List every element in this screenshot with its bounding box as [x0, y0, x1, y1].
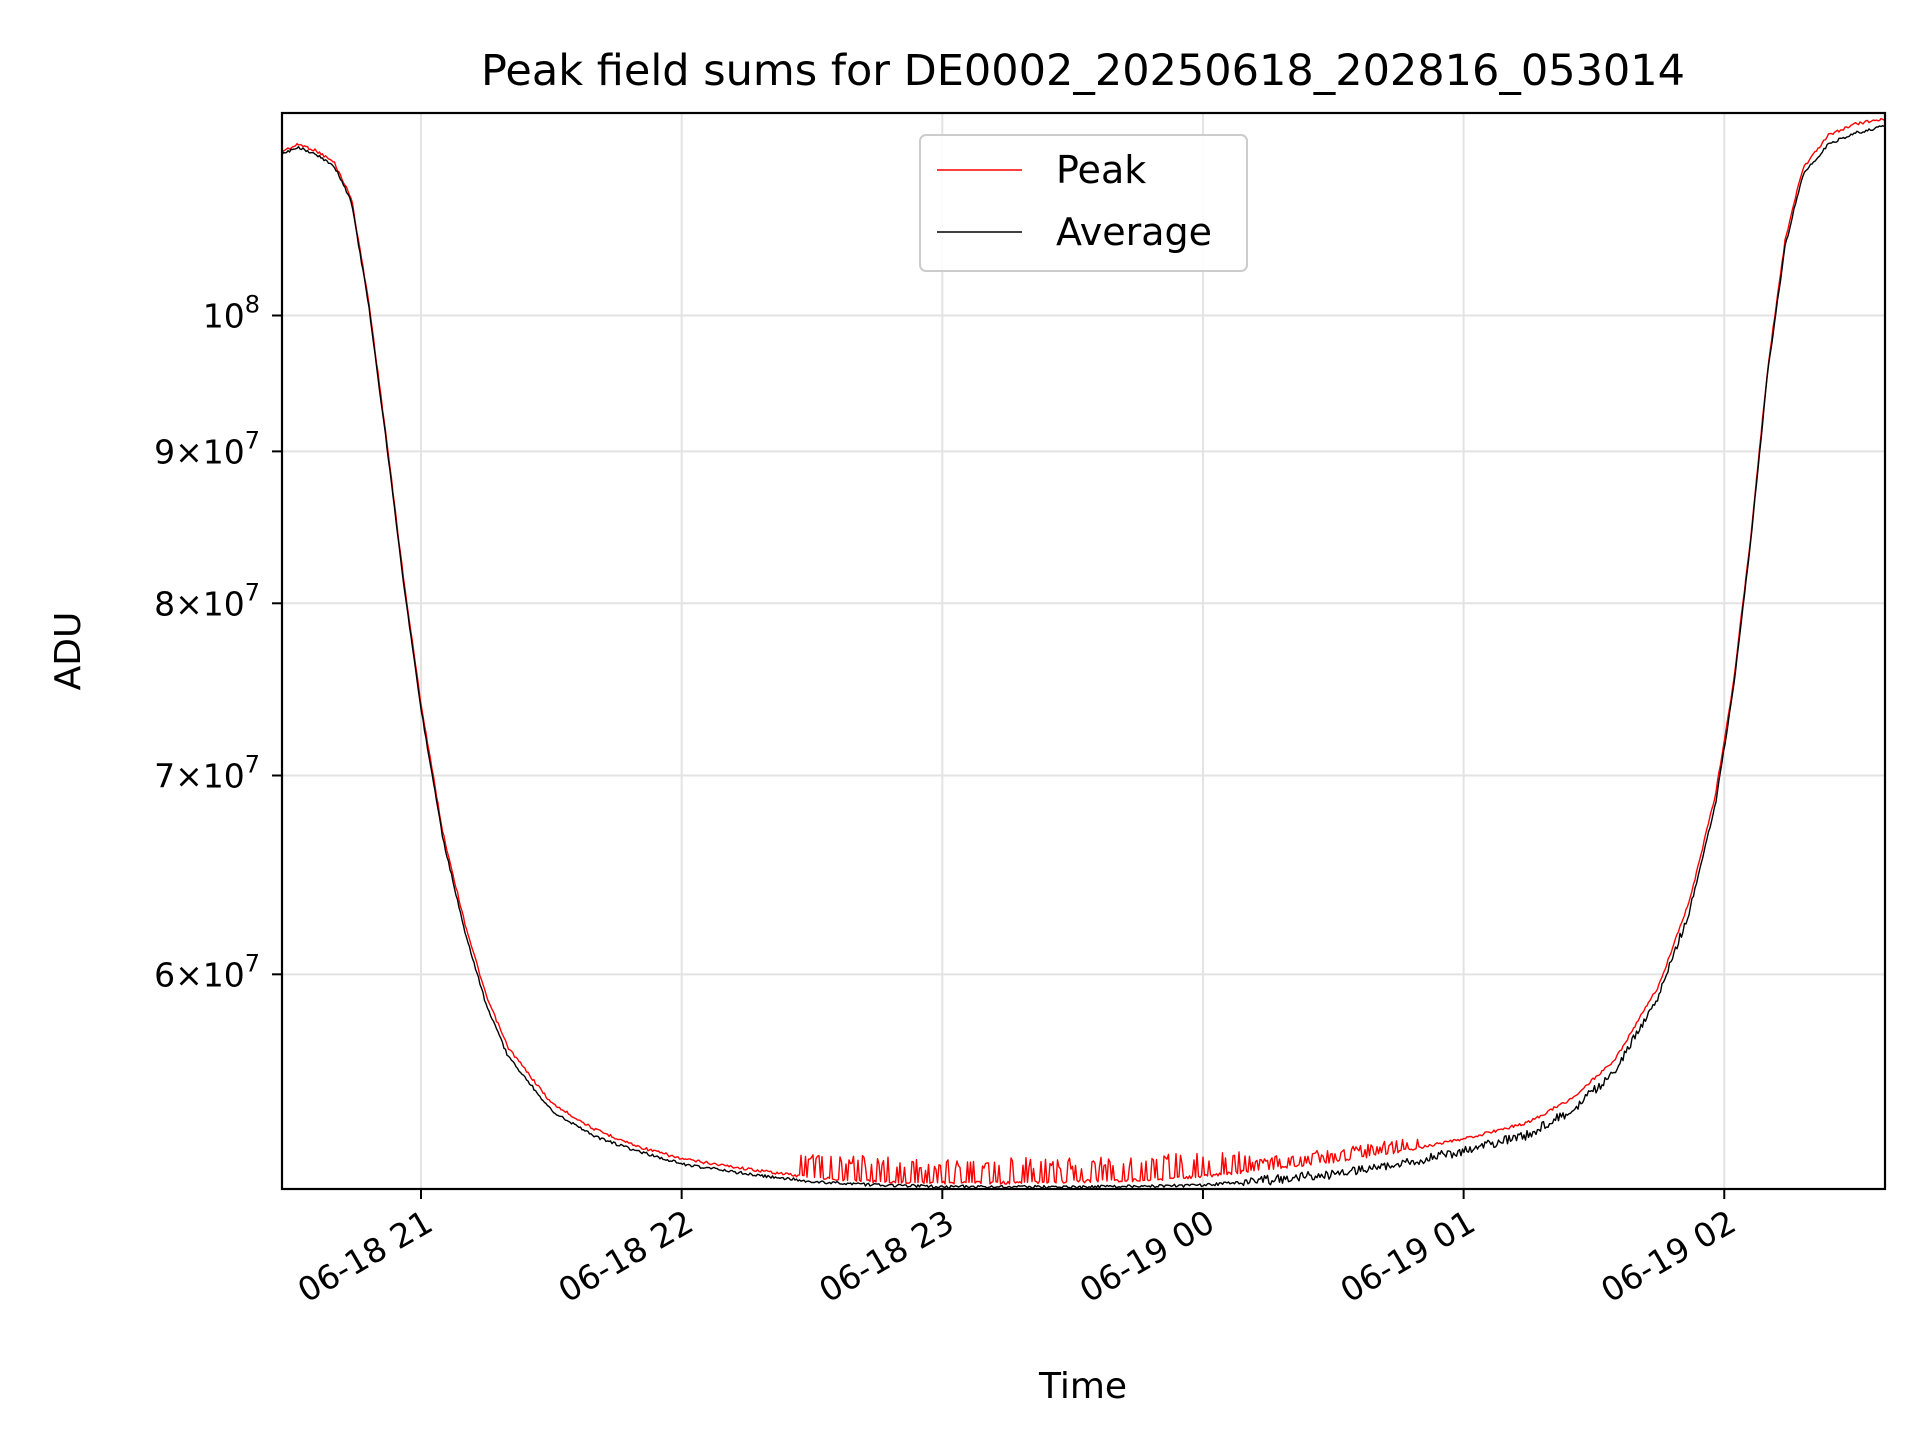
x-axis-label: Time — [1038, 1366, 1127, 1407]
plot-frame — [280, 111, 1887, 1191]
grid — [282, 113, 1885, 1189]
legend: Peak Average — [919, 134, 1248, 272]
y-axis-label: ADU — [48, 612, 89, 691]
y-tick-exponent: 7 — [245, 578, 260, 606]
legend-box — [919, 134, 1248, 272]
y-tick-exponent: 7 — [245, 751, 260, 779]
series-line-peak — [282, 117, 1885, 1185]
legend-label-peak: Peak — [1056, 148, 1146, 192]
y-tick-label: 9×107 — [154, 426, 260, 471]
y-tick-base: 8×10 — [154, 584, 245, 623]
series-layer — [282, 117, 1885, 1189]
y-tick-base: 7×10 — [154, 757, 245, 796]
series-line-average — [282, 125, 1885, 1189]
legend-label-average: Average — [1056, 210, 1212, 254]
y-tick-label: 8×107 — [154, 578, 260, 623]
y-tick-label: 108 — [203, 290, 260, 335]
y-tick-exponent: 7 — [245, 426, 260, 454]
y-tick-base: 6×10 — [154, 955, 245, 994]
chart-title: Peak field sums for DE0002_20250618_2028… — [481, 46, 1685, 96]
y-tick-exponent: 8 — [245, 290, 260, 318]
y-tick-base: 9×10 — [154, 432, 245, 471]
y-tick-label: 6×107 — [154, 949, 260, 994]
y-tick-exponent: 7 — [245, 949, 260, 977]
y-tick-label: 7×107 — [154, 751, 260, 796]
y-tick-base: 10 — [203, 296, 245, 335]
